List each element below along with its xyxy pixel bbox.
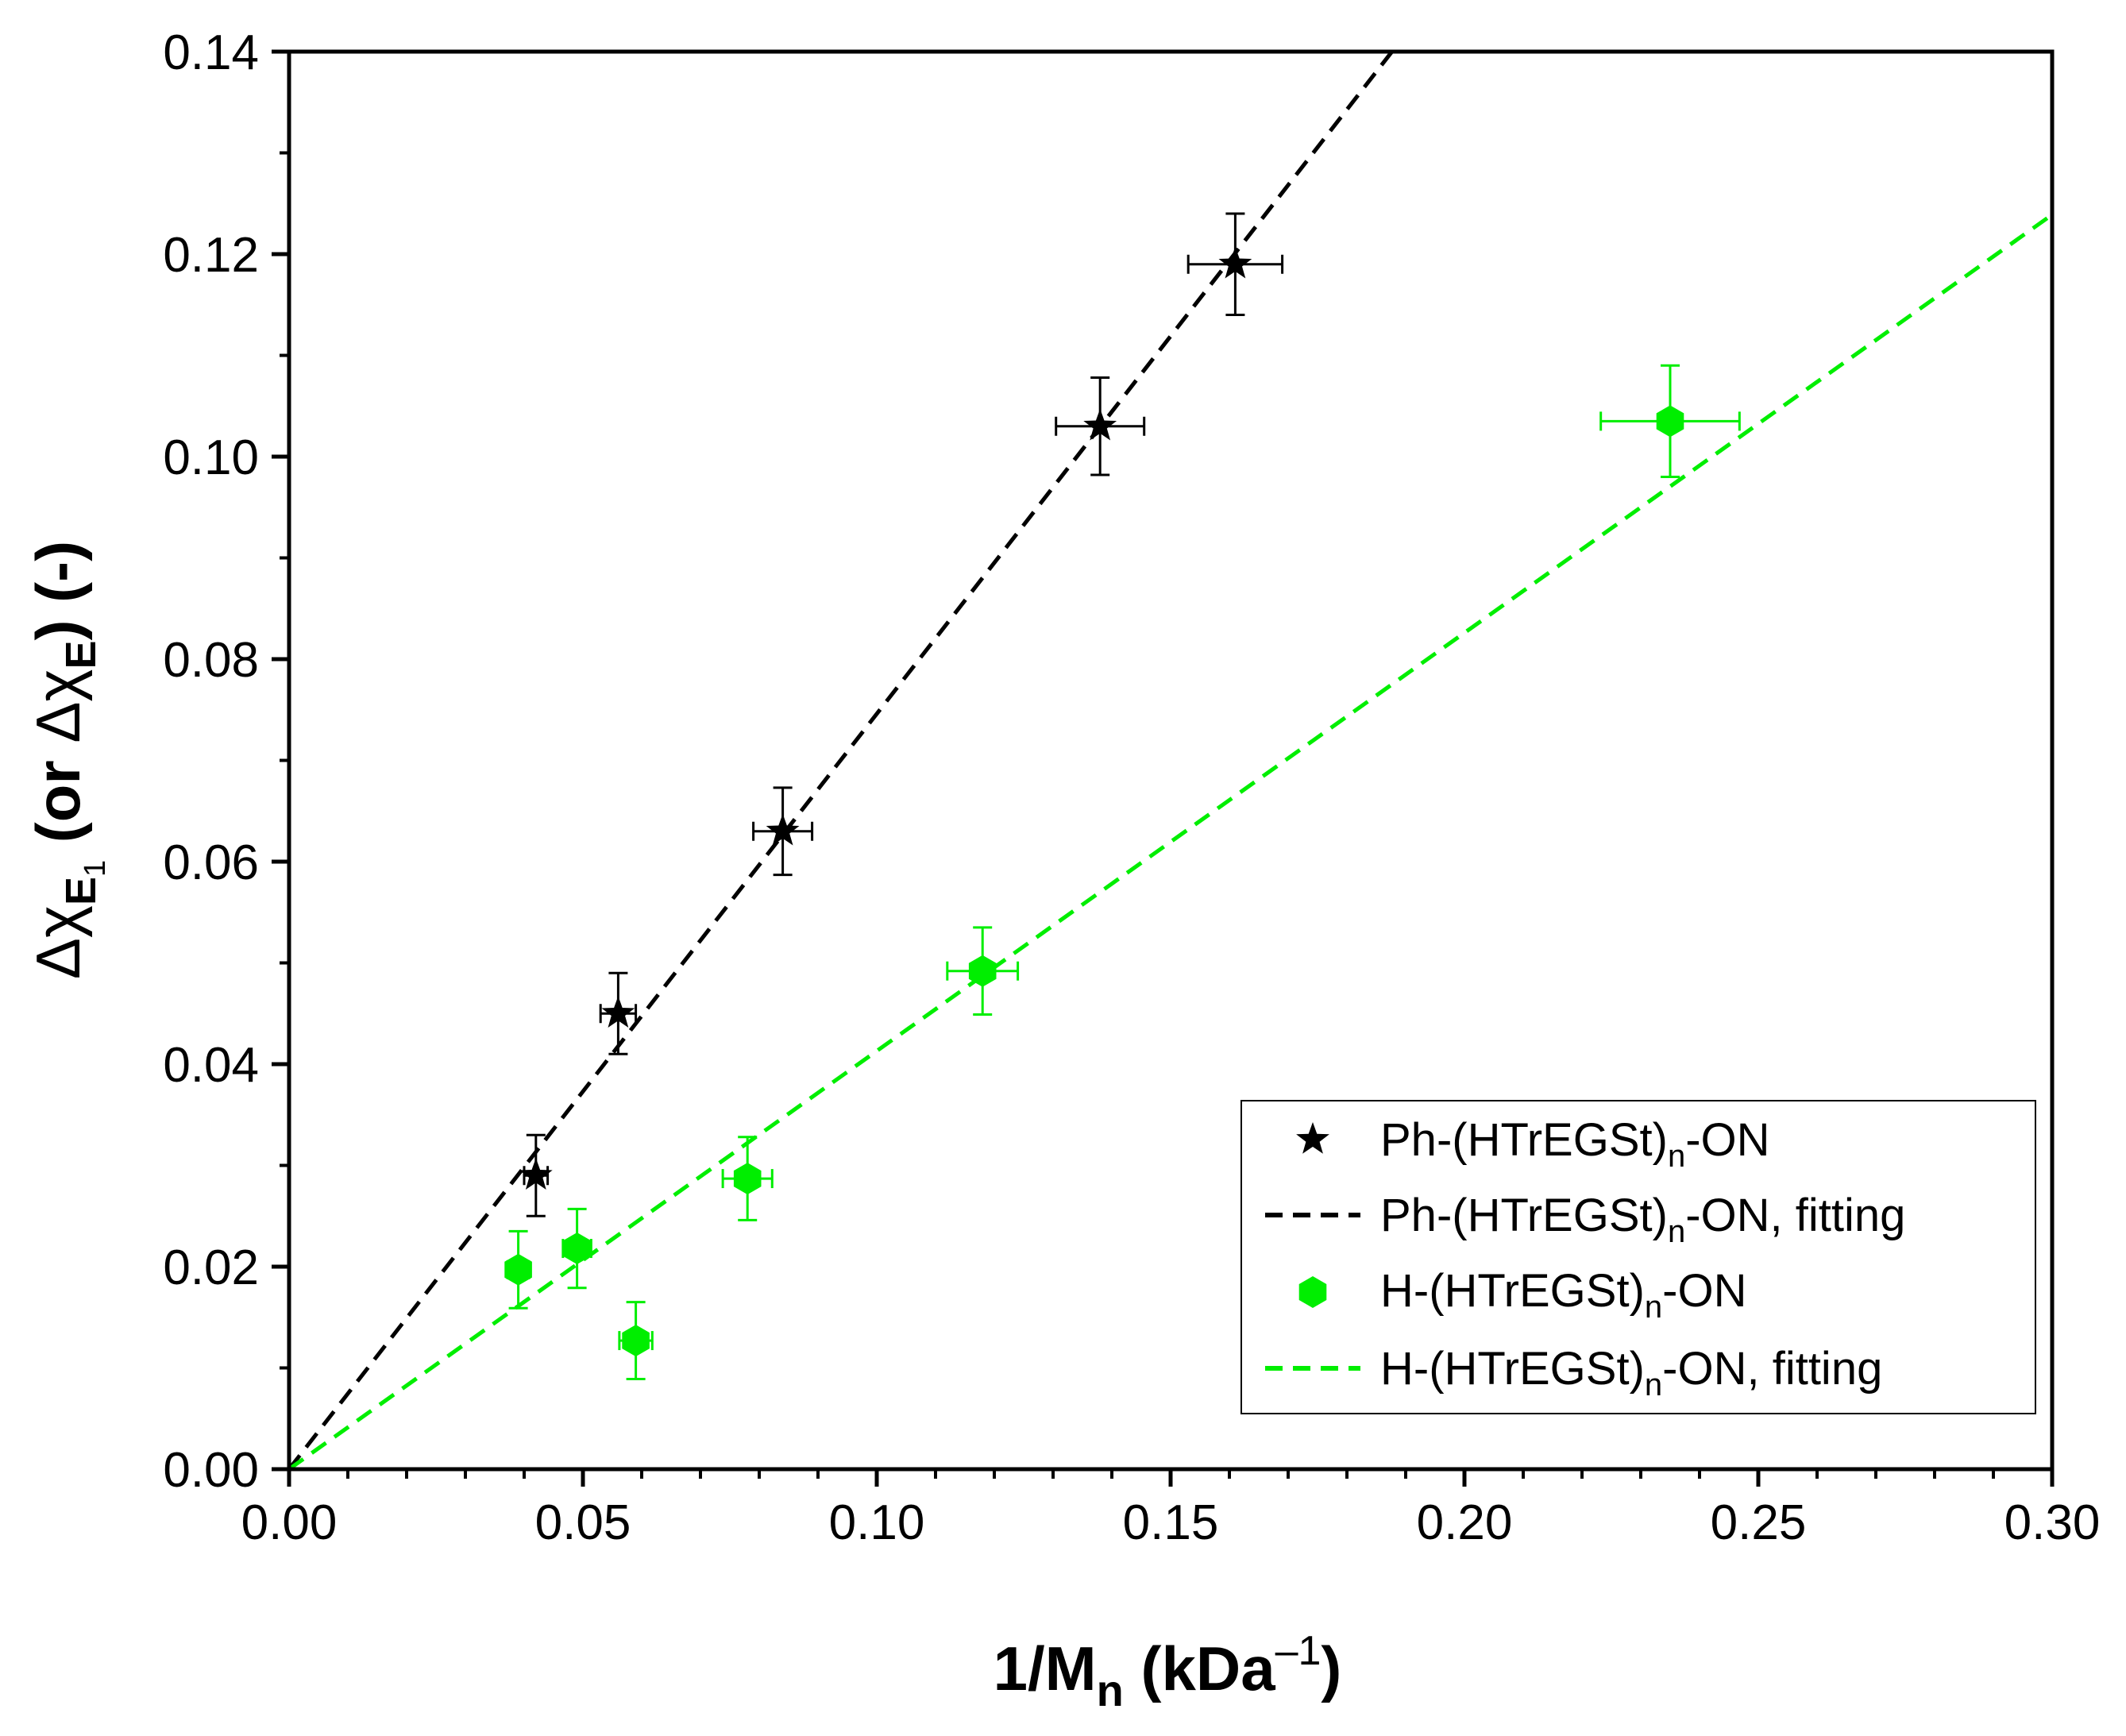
x-axis-title-unit-open: (kDa [1124,1634,1275,1703]
h-data-point [733,1163,762,1195]
y-axis-title-sub1: E [57,877,105,905]
x-tick-label: 0.15 [1123,1495,1219,1550]
y-axis-title-mid: (or [23,743,93,860]
x-axis-title-unit-close: ) [1321,1634,1341,1703]
h-data-point [622,1325,650,1357]
x-axis-title-main: 1/M [994,1634,1097,1703]
x-tick-label: 0.00 [241,1495,338,1550]
y-axis-title-end: ) (-) [23,541,93,641]
y-tick-label: 0.14 [163,25,259,80]
y-axis-title-sub2: E [57,640,105,669]
x-tick-label: 0.30 [2004,1495,2101,1550]
ph-fit-line [289,52,1395,1469]
y-tick-label: 0.06 [163,835,259,890]
x-tick-label: 0.10 [829,1495,925,1550]
y-tick-label: 0.04 [163,1038,259,1093]
y-tick-label: 0.10 [163,430,259,485]
x-axis-title-sub: n [1097,1665,1124,1715]
legend-box [1240,1100,2036,1414]
legend: Ph-(HTrEGSt)n-ON Ph-(HTrEGSt)n-ON, fitti… [1240,1100,2036,1414]
ph-data-point [766,813,800,846]
y-axis-title: ΔχE1 (or ΔχE) (-) [23,541,112,979]
legend-label-h-fit: H-(HTrEGSt)n-ON, fitting [1380,1343,1882,1402]
tick-labels: 0.00 0.05 0.10 0.15 0.20 0.25 0.30 0.00 0.02 0.04… [163,25,2100,1550]
y-axis-title-sub1b: 1 [79,860,112,877]
y-tick-label: 0.02 [163,1240,259,1295]
x-tick-label: 0.05 [535,1495,631,1550]
legend-label-ph-fit: Ph-(HTrEGSt)n-ON, fitting [1380,1190,1905,1249]
y-axis-title-delta2: Δχ [23,669,93,743]
fit-lines [289,52,2052,1469]
ph-data-point [519,1158,553,1190]
y-tick-label: 0.12 [163,228,259,283]
h-data-point [504,1253,532,1286]
y-axis-title-delta1: Δχ [23,905,93,979]
legend-hexagon-marker [1298,1276,1327,1308]
x-axis-title-sup: –1 [1275,1628,1322,1674]
y-tick-label: 0.08 [163,633,259,688]
y-tick-label: 0.00 [163,1443,259,1498]
legend-label-ph: Ph-(HTrEGSt)n-ON [1380,1114,1770,1174]
ph-data-point [1218,246,1252,279]
x-tick-label: 0.25 [1711,1495,1807,1550]
x-axis-title: 1/Mn (kDa–1) [994,1628,1342,1715]
h-data-point [1656,405,1684,438]
legend-star-marker [1296,1122,1329,1154]
x-tick-label: 0.20 [1417,1495,1513,1550]
h-data-point [968,955,997,987]
h-data-point [563,1233,591,1264]
ph-data-point [1083,408,1117,441]
plot-frame [287,49,2055,1472]
ph-data-point [601,996,635,1028]
legend-label-h: H-(HTrEGSt)n-ON [1380,1265,1746,1325]
data-markers [504,212,1741,1381]
